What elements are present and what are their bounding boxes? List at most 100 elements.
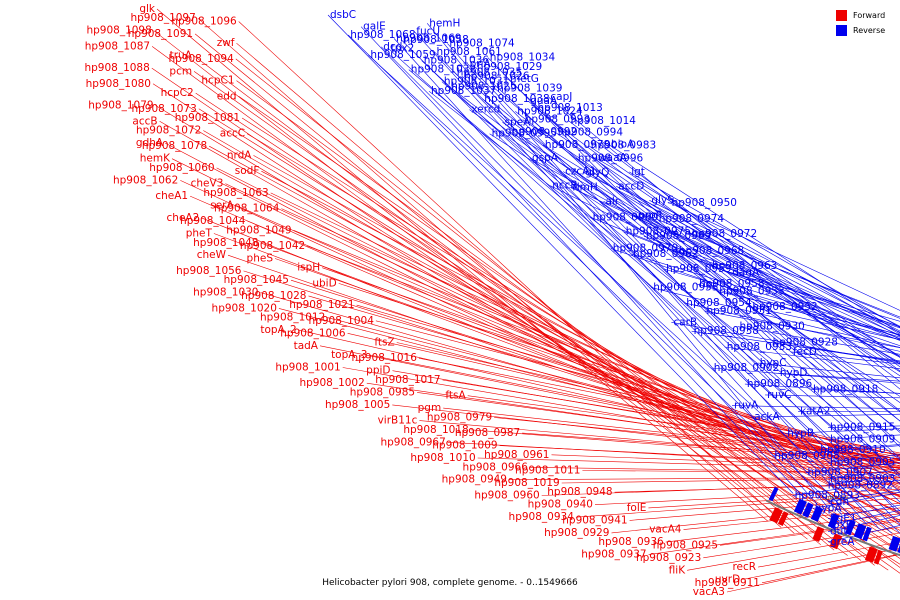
forward-connector: [238, 96, 900, 552]
forward-connector: [648, 518, 900, 555]
reverse-connector: [548, 96, 900, 390]
forward-gene-label: hp908_1021: [289, 299, 354, 311]
reverse-connector: [616, 186, 900, 332]
forward-gene-label: ftsZ: [374, 337, 394, 349]
reverse-gene-label: metG: [510, 73, 539, 85]
reverse-gene-feature: [810, 506, 824, 522]
forward-gene-label: hp908_0966: [463, 461, 529, 473]
forward-connector: [629, 497, 900, 521]
gene-features: [768, 486, 900, 565]
reverse-gene-label: hp908_1026: [464, 70, 530, 82]
reverse-gene-label: czcA1: [565, 166, 596, 178]
reverse-gene-label: tpx2: [391, 43, 415, 55]
reverse-connector: [676, 250, 900, 328]
forward-connector: [467, 395, 900, 455]
reverse-gene-label: guaA: [530, 95, 558, 107]
reverse-connector: [507, 78, 900, 448]
forward-gene-label: tadA: [294, 340, 319, 352]
forward-connector: [447, 442, 900, 468]
forward-gene-label: hp908_1042: [240, 240, 305, 252]
reverse-connector: [562, 171, 900, 357]
reverse-gene-label: hp908_1039: [497, 83, 562, 95]
reverse-gene-label: rlmH: [572, 181, 597, 193]
forward-gene-label: hp908_1019: [494, 477, 559, 489]
forward-connector: [417, 392, 900, 460]
forward-connector: [529, 467, 900, 474]
reverse-gene-label: hp908_0975: [626, 226, 691, 238]
forward-gene-label: hp908_1004: [309, 315, 375, 327]
forward-gene-label: gdhA: [136, 137, 164, 149]
reverse-gene-label: carB: [673, 316, 697, 328]
forward-gene-label: hp908_1064: [214, 203, 280, 215]
reverse-connector: [691, 330, 900, 362]
forward-gene-label: vacA4: [649, 524, 682, 536]
forward-connector: [375, 320, 900, 457]
reverse-connector: [697, 283, 900, 340]
reverse-gene-label: hypB: [787, 428, 814, 440]
forward-gene-label: hp908_1081: [175, 112, 240, 124]
reverse-gene-label: hp908_0938: [694, 325, 759, 337]
reverse-connector: [717, 291, 900, 335]
reverse-connector: [467, 63, 900, 516]
reverse-gene-label: waaA: [598, 152, 627, 164]
reverse-gene-label: hp908_0996: [578, 152, 644, 164]
forward-gene-label: hp908_0941: [562, 514, 627, 526]
forward-gene-label: hp908_0925: [653, 539, 718, 551]
forward-connector: [201, 217, 900, 498]
reverse-gene-label: hp908_0952: [752, 301, 817, 313]
forward-connector: [582, 470, 900, 474]
reverse-connector: [449, 86, 900, 432]
reverse-gene-label: hp908_1059: [370, 49, 435, 61]
reverse-gene-label: hp908_0992: [512, 126, 577, 138]
reverse-gene-label: xercd: [471, 104, 500, 116]
reverse-gene-feature: [802, 502, 814, 518]
forward-gene-label: hp908_1018: [403, 424, 468, 436]
forward-gene-label: hp908_1088: [84, 62, 149, 74]
reverse-gene-label: hp908_0910: [820, 444, 885, 456]
forward-gene-feature: [812, 526, 825, 542]
forward-gene-label: hp908_1009: [432, 440, 497, 452]
legend-item-forward: Forward: [836, 8, 885, 23]
forward-gene-label: hp908_1006: [280, 327, 346, 339]
forward-gene-label: accC: [220, 128, 245, 140]
reverse-gene-label: dut: [830, 526, 847, 538]
forward-gene-label: ispH: [297, 262, 320, 274]
forward-connector: [665, 513, 900, 543]
reverse-connector: [568, 120, 900, 372]
forward-connector: [683, 507, 900, 530]
forward-gene-label: hp908_0987: [455, 427, 520, 439]
reverse-gene-label: hp908_0953: [719, 285, 784, 297]
forward-connector: [508, 477, 900, 481]
reverse-gene-label: bioA: [611, 139, 635, 151]
forward-gene-label: hp908_0985: [350, 386, 415, 398]
reverse-gene-label: hp908_0962: [633, 248, 698, 260]
forward-connector: [253, 155, 900, 515]
forward-connector: [260, 242, 900, 483]
forward-connector: [342, 367, 900, 464]
forward-gene-label: cheW: [197, 249, 227, 261]
forward-connector: [470, 429, 900, 464]
forward-gene-label: cheA1: [155, 190, 188, 202]
reverse-gene-label: hp908_0969: [646, 230, 711, 242]
forward-connector: [396, 342, 900, 457]
forward-gene-label: hp908_1001: [275, 362, 340, 374]
forward-gene-label: hp908_1020: [212, 302, 277, 314]
forward-gene-label: hp908_1002: [299, 377, 364, 389]
forward-gene-label: hp908_1062: [113, 174, 178, 186]
forward-gene-label: accB: [132, 115, 157, 127]
forward-gene-label: hp908_0940: [528, 499, 593, 511]
reverse-gene-label: hp908_0974: [659, 213, 725, 225]
forward-connector: [235, 205, 900, 497]
reverse-connector: [689, 233, 900, 318]
reverse-gene-label: nccB: [552, 180, 577, 192]
reverse-connector: [649, 200, 900, 327]
reverse-connector: [327, 14, 794, 494]
forward-connector: [477, 457, 900, 470]
reverse-gene-label: hp908_1074: [449, 37, 515, 49]
reverse-connector: [522, 119, 900, 377]
reverse-gene-label: hp908_1024: [517, 105, 583, 117]
forward-gene-label: hp908_0923: [636, 552, 701, 564]
forward-gene-label: hcpC2: [161, 87, 194, 99]
forward-connector: [366, 382, 900, 462]
forward-connector: [499, 445, 900, 466]
